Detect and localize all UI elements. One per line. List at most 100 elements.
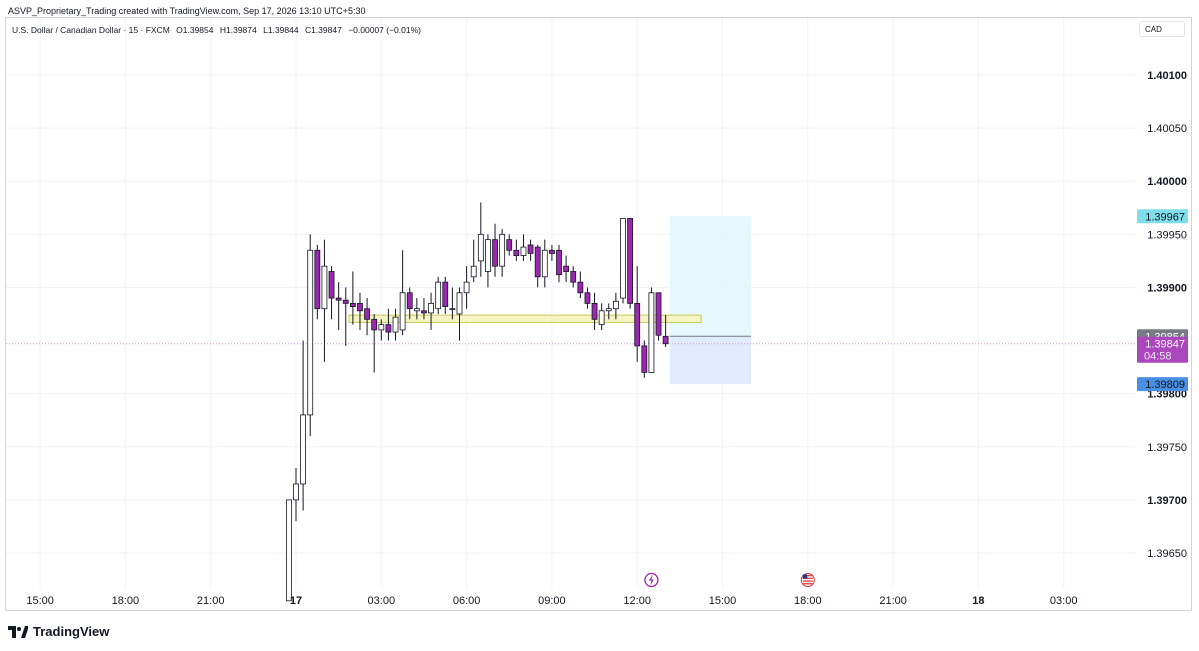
- candle-body: [577, 281, 584, 294]
- candle-body: [485, 239, 491, 272]
- price-tick-label: 1.39650: [1147, 548, 1187, 560]
- candle: [406, 287, 413, 320]
- candle: [584, 287, 591, 309]
- candle: [492, 223, 498, 277]
- candle-body: [349, 302, 356, 307]
- candle-body: [563, 265, 570, 272]
- candle: [470, 239, 477, 283]
- legend-symbol[interactable]: U.S. Dollar / Canadian Dollar · 15 · FXC…: [12, 25, 170, 35]
- candle-body: [598, 310, 605, 326]
- candle: [648, 287, 655, 373]
- flag-stripe: [802, 577, 813, 579]
- legend-low: L1.39844: [263, 25, 299, 35]
- price-tick-label: 1.39800: [1147, 389, 1187, 401]
- candle: [449, 287, 456, 320]
- candle: [570, 266, 577, 288]
- candle-body: [506, 239, 513, 251]
- time-tick-label: 15:00: [26, 595, 54, 607]
- candle-body: [648, 292, 655, 373]
- candle-body: [549, 249, 555, 254]
- price-tick-label: 1.40000: [1147, 176, 1187, 188]
- grid: [6, 18, 1135, 588]
- candle-body: [470, 265, 477, 278]
- price-badge-label: 1.39967: [1145, 211, 1185, 223]
- candle: [556, 244, 562, 283]
- candle-body: [293, 483, 299, 501]
- candle: [655, 292, 662, 341]
- candle: [598, 303, 605, 330]
- tradingview-logo-icon: [8, 625, 28, 638]
- candle: [641, 340, 648, 378]
- legend-high: H1.39874: [219, 25, 257, 35]
- candle: [620, 217, 626, 304]
- candle: [392, 308, 399, 341]
- price-tick-label: 1.40100: [1147, 70, 1187, 82]
- price-badge-label: 1.39847: [1145, 339, 1185, 351]
- candle: [549, 244, 555, 261]
- candle-body: [428, 302, 434, 314]
- candle-body: [492, 239, 498, 267]
- candle: [605, 303, 612, 320]
- tradingview-logo[interactable]: TradingView: [8, 624, 109, 639]
- candle: [591, 292, 598, 330]
- candle-body: [435, 281, 442, 310]
- candle-body: [342, 299, 349, 304]
- candle: [357, 292, 363, 330]
- candle: [477, 202, 484, 277]
- candle-body: [527, 244, 534, 254]
- candle-body: [371, 318, 378, 331]
- candle: [612, 292, 619, 320]
- candle-body: [591, 302, 598, 320]
- candle-body: [477, 233, 484, 262]
- candle-body: [570, 271, 577, 283]
- candle: [577, 271, 584, 299]
- candle-body: [456, 292, 463, 315]
- candle-body: [513, 249, 520, 256]
- candle: [385, 308, 392, 341]
- flag-stripe: [802, 575, 813, 577]
- time-tick-label: 09:00: [538, 595, 566, 607]
- candles: [285, 202, 669, 602]
- candle: [314, 244, 321, 320]
- candle: [328, 266, 335, 320]
- candle-body: [399, 292, 406, 331]
- candle: [627, 217, 633, 309]
- candle-body: [463, 281, 470, 294]
- currency-selector[interactable]: CAD: [1139, 21, 1185, 37]
- price-badge-bg: [1137, 377, 1188, 392]
- candle: [485, 234, 491, 288]
- legend-change: −0.00007 (−0.01%): [348, 25, 421, 35]
- legend-open: O1.39854: [176, 25, 214, 35]
- candle-body: [612, 300, 619, 310]
- legend-close: C1.39847: [304, 25, 342, 35]
- candle: [520, 234, 527, 261]
- candle: [435, 276, 442, 314]
- candle: [421, 298, 427, 320]
- time-tick-label: 18: [972, 595, 984, 607]
- candle-body: [314, 249, 321, 310]
- time-tick-label: 12:00: [623, 595, 651, 607]
- candle: [342, 287, 349, 346]
- candle: [506, 234, 513, 256]
- candle-body: [357, 302, 363, 312]
- candle-body: [534, 246, 541, 278]
- candle-body: [641, 345, 648, 373]
- lightning-icon[interactable]: [644, 572, 659, 588]
- candle-body: [321, 265, 328, 310]
- candle: [499, 229, 506, 277]
- candle: [463, 266, 470, 309]
- candle-body: [328, 271, 335, 299]
- us-flag-icon[interactable]: [800, 573, 815, 587]
- price-badge-label: 1.39809: [1145, 379, 1185, 391]
- candle: [378, 319, 385, 341]
- candle-body: [385, 324, 392, 333]
- time-tick-label: 18:00: [794, 595, 822, 607]
- candle: [456, 287, 463, 341]
- flag-stripe: [802, 580, 813, 582]
- candle: [307, 234, 314, 437]
- chart-attribution: ASVP_Proprietary_Trading created with Tr…: [8, 6, 366, 16]
- candle-body: [364, 308, 370, 320]
- candle: [364, 298, 370, 336]
